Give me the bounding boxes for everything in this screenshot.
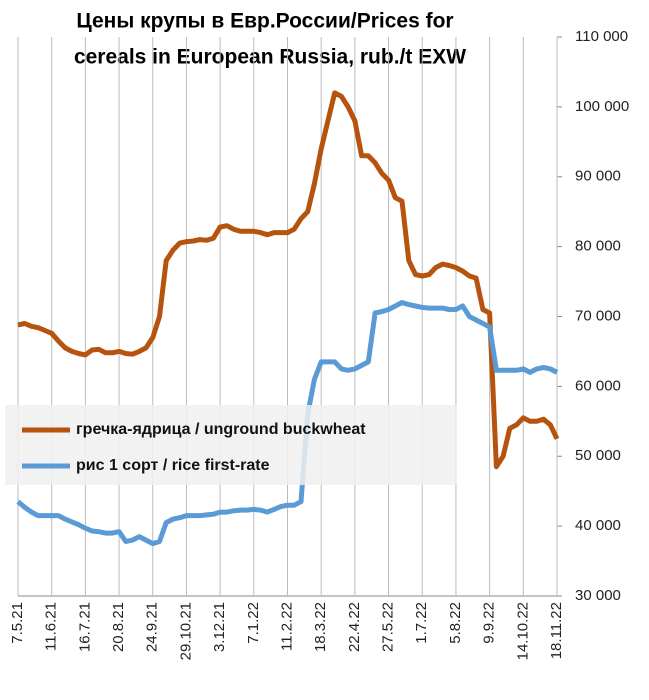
y-tick-label: 30 000 xyxy=(575,587,621,604)
y-tick-label: 80 000 xyxy=(575,238,621,255)
y-tick-label: 70 000 xyxy=(575,307,621,324)
legend-label: рис 1 сорт / rice first-rate xyxy=(76,457,270,474)
y-tick-label: 50 000 xyxy=(575,447,621,464)
x-tick-label: 18.11.22 xyxy=(548,602,565,659)
x-tick-label: 7.5.21 xyxy=(9,602,26,644)
legend-box xyxy=(5,405,457,485)
x-tick-label: 14.10.22 xyxy=(514,602,531,660)
x-tick-label: 3.12.21 xyxy=(211,602,228,652)
x-tick-label: 22.4.22 xyxy=(346,602,363,652)
x-tick-label: 29.10.21 xyxy=(177,602,194,660)
x-tick-label: 24.9.21 xyxy=(144,602,161,652)
series-line xyxy=(16,300,559,547)
series-line xyxy=(17,90,560,470)
x-tick-label: 16.7.21 xyxy=(76,602,93,652)
y-tick-label: 100 000 xyxy=(575,98,629,115)
y-tick-label: 40 000 xyxy=(575,517,621,534)
x-tick-label: 5.8.22 xyxy=(447,602,464,644)
x-tick-label: 1.7.22 xyxy=(413,602,430,644)
x-tick-label: 11.6.21 xyxy=(43,602,60,651)
x-tick-label: 11.2.22 xyxy=(278,602,295,651)
x-tick-label: 9.9.22 xyxy=(481,602,498,644)
y-tick-label: 90 000 xyxy=(575,168,621,185)
chart-title: cereals in European Russia, rub./t EXW xyxy=(74,46,466,69)
y-tick-label: 60 000 xyxy=(575,377,621,394)
chart-title: Цены крупы в Евр.России/Prices for xyxy=(76,10,453,33)
x-tick-label: 7.1.22 xyxy=(245,602,262,644)
legend: гречка-ядрица / unground buckwheat рис 1 … xyxy=(5,405,457,485)
legend-label: гречка-ядрица / unground buckwheat xyxy=(76,421,366,438)
x-tick-label: 20.8.21 xyxy=(110,602,127,652)
x-tick-label: 27.5.22 xyxy=(380,602,397,652)
y-tick-label: 110 000 xyxy=(575,28,628,45)
x-tick-label: 18.3.22 xyxy=(312,602,329,652)
